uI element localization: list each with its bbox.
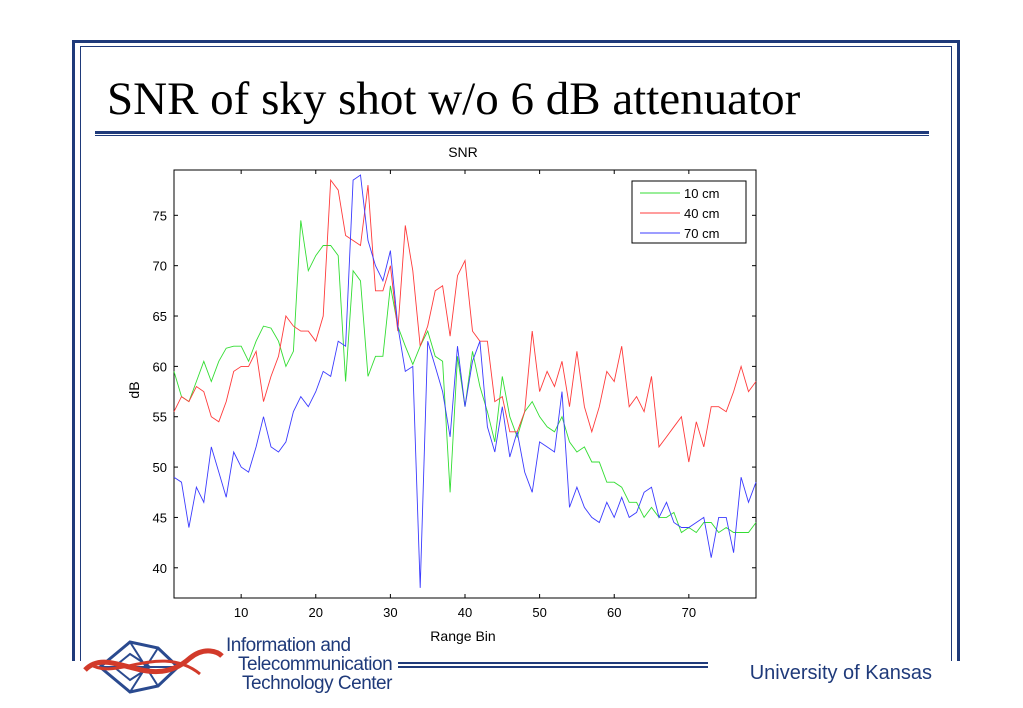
logo-line-2: Telecommunication [238,654,393,675]
ittc-logo-text: Information and Telecommunication Techno… [226,635,393,694]
x-tick-label: 20 [309,605,323,620]
x-tick-label: 60 [607,605,621,620]
footer-rule [398,662,708,668]
plot-area: 10 20 30 40 50 60 70 40 45 50 55 60 65 70 75 10 cm 40 cm… [153,169,757,620]
y-tick-label: 65 [153,309,167,324]
logo-line-1: Information and [226,635,351,656]
y-tick-label: 50 [153,460,167,475]
legend-label: 70 cm [684,226,719,241]
y-tick-label: 60 [153,359,167,374]
y-tick-label: 75 [153,208,167,223]
title-rule [95,131,929,134]
series-line-70-cm [173,174,757,588]
x-tick-label: 40 [458,605,472,620]
ittc-logo-icon [83,640,224,694]
slide-title: SNR of sky shot w/o 6 dB attenuator [107,73,801,125]
y-tick-label: 70 [153,259,167,274]
x-axis-label: Range Bin [430,628,495,644]
y-axis-label: dB [126,381,142,398]
x-tick-label: 10 [234,605,248,620]
footer-university: University of Kansas [749,662,932,684]
x-tick-label: 30 [383,605,397,620]
legend-label: 40 cm [684,206,719,221]
y-tick-label: 40 [153,561,167,576]
y-tick-label: 45 [153,510,167,525]
series-line-40-cm [173,178,757,463]
legend-label: 10 cm [684,186,719,201]
x-tick-label: 50 [532,605,546,620]
title-rule-thin [95,135,929,136]
y-tick-label: 55 [153,410,167,425]
x-tick-label: 70 [682,605,696,620]
logo-line-3: Technology Center [242,673,392,694]
chart-title: SNR [448,144,478,160]
